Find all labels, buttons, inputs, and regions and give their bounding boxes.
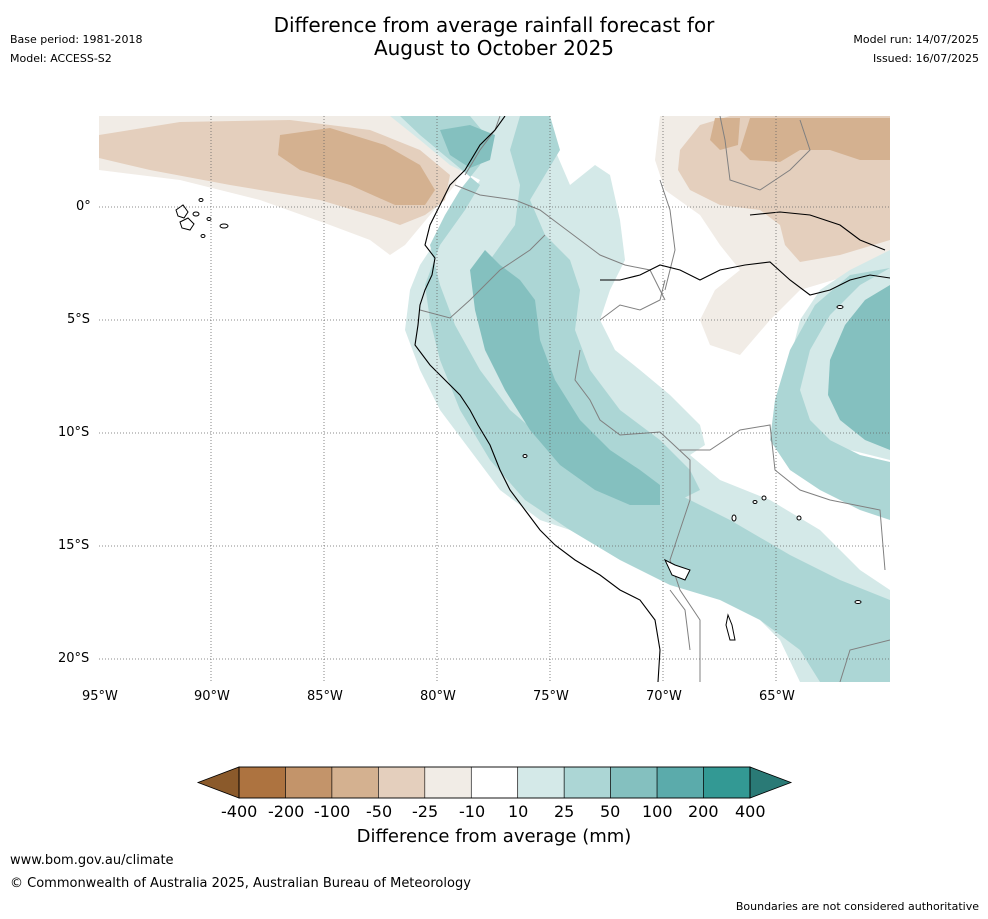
colorbar-label-minus50: -50 <box>366 802 393 821</box>
wet-contour-plus25 <box>400 116 890 682</box>
lat-label-5s: 5°S <box>67 312 91 327</box>
colorbar-label-minus100: -100 <box>314 802 351 821</box>
lakes <box>522 305 862 641</box>
colorbar-label-minus400: -400 <box>221 802 258 821</box>
model-label: Model: ACCESS-S2 <box>10 52 112 65</box>
wet-contour-plus50-east <box>828 285 890 450</box>
colorbar-bin <box>285 766 333 799</box>
lon-label-85w: 85°W <box>307 689 343 704</box>
lon-label-95w: 95°W <box>82 689 118 704</box>
lat-label-15s: 15°S <box>58 538 90 553</box>
colorbar-low-extend <box>196 766 240 799</box>
dry-contour-minus50-nw <box>278 128 435 205</box>
disclaimer-text: Boundaries are not considered authoritat… <box>735 900 979 913</box>
map-contours <box>99 116 890 682</box>
colorbar-bin <box>424 766 472 799</box>
dry-contour-minus50-ne <box>740 118 890 162</box>
colorbar-label-50: 50 <box>600 802 621 821</box>
lon-label-75w: 75°W <box>533 689 569 704</box>
lat-label-20s: 20°S <box>58 651 90 666</box>
galapagos-islands <box>175 198 229 238</box>
map-title: Difference from average rainfall forecas… <box>0 14 988 60</box>
colorbar-label-25: 25 <box>554 802 575 821</box>
colorbar-bin <box>378 766 426 799</box>
colorbar-label-200: 200 <box>688 802 719 821</box>
copyright-text: © Commonwealth of Australia 2025, Austra… <box>10 876 471 891</box>
colorbar-bin <box>610 766 658 799</box>
colorbar-label-100: 100 <box>642 802 673 821</box>
colorbar-high-extend <box>749 766 793 799</box>
colorbar-bin <box>563 766 611 799</box>
base-period-label: Base period: 1981-2018 <box>10 33 143 46</box>
model-run-label: Model run: 14/07/2025 <box>853 33 979 46</box>
coastline <box>414 116 890 682</box>
colorbar-frame <box>238 766 751 799</box>
colorbar-bin <box>656 766 704 799</box>
colorbar-bin <box>470 766 519 799</box>
title-line-1: Difference from average rainfall forecas… <box>273 13 715 37</box>
colorbar-title: Difference from average (mm) <box>356 826 632 847</box>
wet-contour-plus25-east <box>770 268 890 520</box>
lon-label-90w: 90°W <box>194 689 230 704</box>
colorbar-bin <box>517 766 565 799</box>
lon-label-80w: 80°W <box>420 689 456 704</box>
lon-label-65w: 65°W <box>759 689 795 704</box>
dry-contour-minus50-ne-small <box>710 118 740 150</box>
colorbar-label-400: 400 <box>735 802 766 821</box>
issued-label: Issued: 16/07/2025 <box>872 52 979 65</box>
country-borders <box>419 116 890 682</box>
lat-label-0: 0° <box>76 199 91 214</box>
colorbar-label-minus25: -25 <box>412 802 439 821</box>
colorbar-bin <box>703 766 751 799</box>
colorbar <box>196 766 793 799</box>
colorbar-label-minus10: -10 <box>459 802 486 821</box>
gridlines <box>99 116 890 682</box>
colorbar-bin <box>331 766 379 799</box>
website-link[interactable]: www.bom.gov.au/climate <box>10 853 174 868</box>
lat-label-10s: 10°S <box>58 425 90 440</box>
title-line-2: August to October 2025 <box>373 36 615 60</box>
colorbar-label-minus200: -200 <box>268 802 305 821</box>
dry-contour-minus25-ne <box>678 116 890 262</box>
rainfall-map <box>99 116 890 682</box>
wet-contour-plus50 <box>440 125 495 168</box>
colorbar-bin <box>238 766 286 799</box>
colorbar-label-10: 10 <box>508 802 529 821</box>
wet-contour-plus50-ridge <box>470 250 660 505</box>
lon-label-70w: 70°W <box>646 689 682 704</box>
